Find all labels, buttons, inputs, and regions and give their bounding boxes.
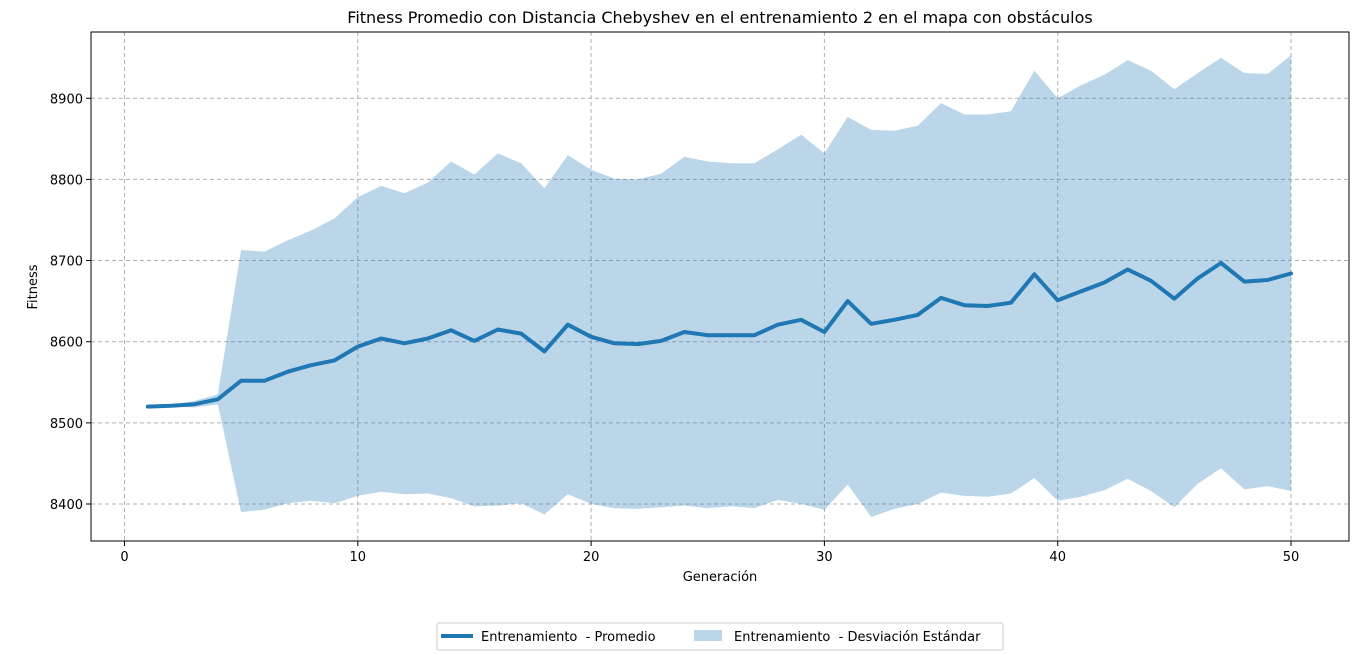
y-axis-label: Fitness <box>26 264 41 309</box>
x-tick-label: 0 <box>120 550 128 565</box>
mean-line <box>145 261 1293 409</box>
y-tick-label: 8900 <box>50 92 83 107</box>
y-tick-label: 8800 <box>50 173 83 188</box>
x-tick-label: 50 <box>1283 550 1300 565</box>
x-axis-label: Generación <box>683 570 758 585</box>
grid <box>91 32 1349 541</box>
legend-label-mean: Entrenamiento - Promedio <box>481 630 656 645</box>
y-tick-label: 8500 <box>50 417 83 432</box>
legend-label-std: Entrenamiento - Desviación Estándar <box>734 630 981 645</box>
y-axis-ticks: 8400 8500 8600 8700 8800 8900 <box>50 92 91 513</box>
x-tick-label: 10 <box>350 550 367 565</box>
legend-band-swatch <box>694 630 722 641</box>
x-tick-label: 20 <box>583 550 600 565</box>
x-tick-label: 30 <box>816 550 833 565</box>
chart-title: Fitness Promedio con Distancia Chebyshev… <box>347 8 1092 27</box>
x-tick-label: 40 <box>1049 550 1066 565</box>
plot-area <box>91 32 1349 541</box>
legend-box <box>436 622 1004 651</box>
std-band <box>147 55 1291 517</box>
y-tick-label: 8600 <box>50 336 83 351</box>
y-tick-label: 8400 <box>50 498 83 513</box>
plot-frame <box>90 31 1350 542</box>
legend: Entrenamiento - Promedio Entrenamiento -… <box>436 622 1004 651</box>
y-tick-label: 8700 <box>50 255 83 270</box>
x-axis-ticks: 0 10 20 30 40 50 <box>120 541 1299 565</box>
